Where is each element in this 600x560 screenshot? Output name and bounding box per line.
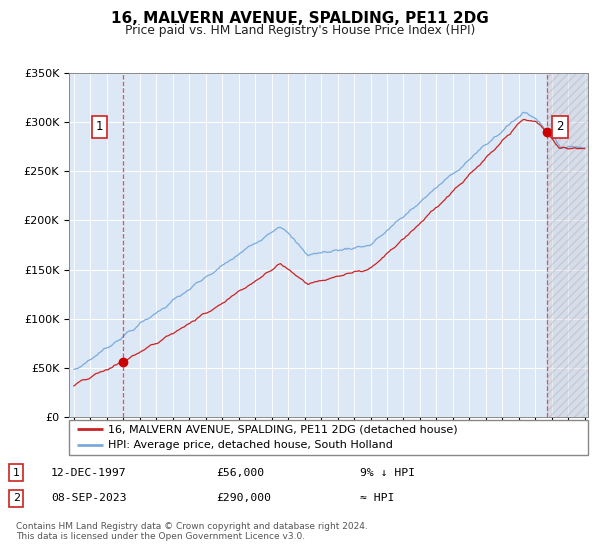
- Text: Price paid vs. HM Land Registry's House Price Index (HPI): Price paid vs. HM Land Registry's House …: [125, 24, 475, 37]
- Text: ≈ HPI: ≈ HPI: [360, 493, 394, 503]
- Text: 1: 1: [96, 120, 103, 133]
- Text: £290,000: £290,000: [216, 493, 271, 503]
- Text: 1: 1: [13, 468, 20, 478]
- Text: 9% ↓ HPI: 9% ↓ HPI: [360, 468, 415, 478]
- Text: 08-SEP-2023: 08-SEP-2023: [51, 493, 127, 503]
- Text: HPI: Average price, detached house, South Holland: HPI: Average price, detached house, Sout…: [108, 440, 393, 450]
- Text: 16, MALVERN AVENUE, SPALDING, PE11 2DG: 16, MALVERN AVENUE, SPALDING, PE11 2DG: [111, 11, 489, 26]
- Text: £56,000: £56,000: [216, 468, 264, 478]
- Text: 2: 2: [13, 493, 20, 503]
- Bar: [547, 73, 593, 417]
- Text: 16, MALVERN AVENUE, SPALDING, PE11 2DG (detached house): 16, MALVERN AVENUE, SPALDING, PE11 2DG (…: [108, 424, 458, 435]
- Text: 2: 2: [556, 120, 563, 133]
- Text: Contains HM Land Registry data © Crown copyright and database right 2024.
This d: Contains HM Land Registry data © Crown c…: [16, 522, 368, 542]
- Text: 12-DEC-1997: 12-DEC-1997: [51, 468, 127, 478]
